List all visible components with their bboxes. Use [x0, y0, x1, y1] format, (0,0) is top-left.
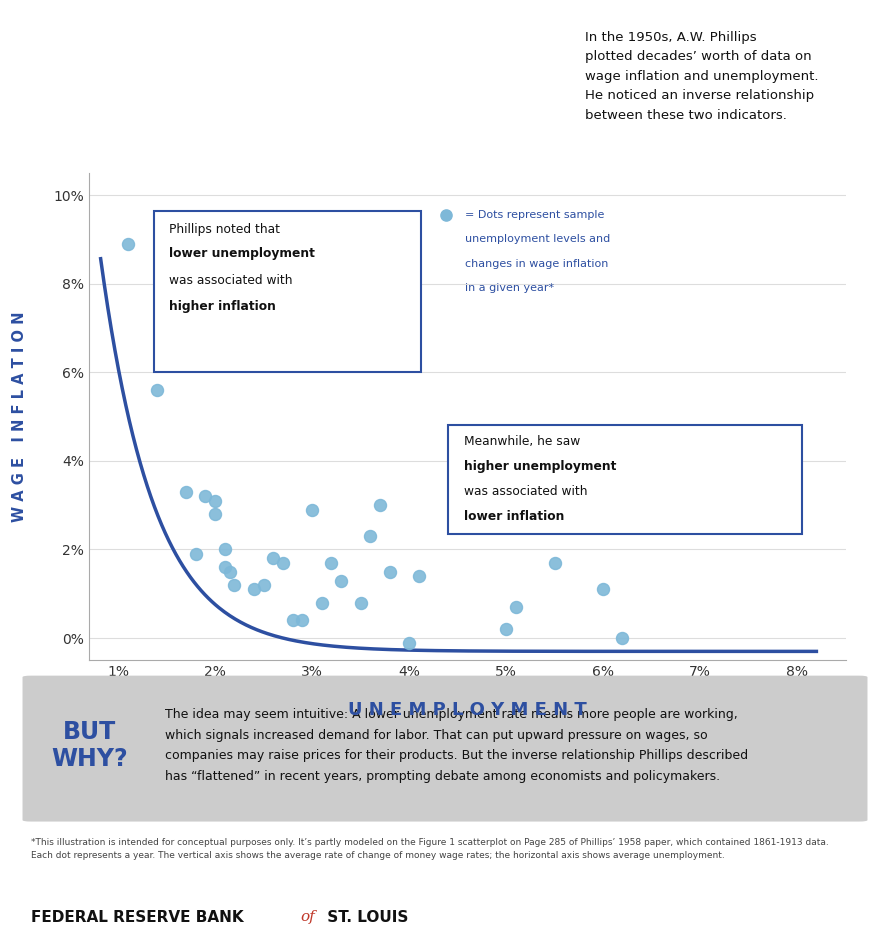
- Point: [508, 599, 522, 615]
- Point: [499, 621, 514, 637]
- Point: [179, 484, 193, 500]
- Text: *This illustration is intended for conceptual purposes only. It’s partly modeled: *This illustration is intended for conce…: [31, 838, 829, 860]
- Point: [596, 581, 611, 597]
- Text: was associated with: was associated with: [169, 274, 293, 287]
- Point: [373, 498, 387, 513]
- FancyBboxPatch shape: [22, 675, 868, 822]
- Point: [353, 595, 368, 610]
- Point: [324, 555, 338, 570]
- Point: [547, 555, 562, 570]
- Text: lower unemployment: lower unemployment: [169, 247, 315, 260]
- Text: higher unemployment: higher unemployment: [465, 460, 617, 473]
- Point: [266, 551, 280, 566]
- Point: [208, 506, 222, 522]
- Text: changes in wage inflation: changes in wage inflation: [465, 258, 609, 269]
- Point: [247, 581, 261, 597]
- Point: [615, 631, 629, 646]
- Point: [295, 613, 310, 628]
- FancyBboxPatch shape: [448, 426, 802, 534]
- Point: [383, 564, 397, 580]
- Point: [256, 578, 271, 593]
- Text: lower inflation: lower inflation: [465, 509, 565, 522]
- Point: [402, 635, 417, 650]
- Point: [315, 595, 329, 610]
- Text: in a given year*: in a given year*: [465, 283, 554, 294]
- Text: unemployment levels and: unemployment levels and: [465, 235, 611, 244]
- Text: UNDERSTANDING: UNDERSTANDING: [28, 48, 258, 71]
- Text: = Dots represent sample: = Dots represent sample: [465, 210, 604, 220]
- Point: [439, 207, 453, 222]
- Point: [208, 493, 222, 508]
- Point: [218, 542, 232, 557]
- Point: [189, 546, 203, 561]
- Text: BUT
WHY?: BUT WHY?: [51, 720, 128, 771]
- Point: [218, 560, 232, 575]
- FancyBboxPatch shape: [154, 211, 421, 372]
- Point: [490, 488, 504, 504]
- Text: FEDERAL RESERVE BANK: FEDERAL RESERVE BANK: [31, 910, 249, 925]
- Point: [334, 573, 348, 588]
- Point: [276, 555, 290, 570]
- Point: [222, 564, 237, 580]
- Text: of: of: [301, 910, 316, 924]
- Text: The idea may seem intuitive: A lower unemployment rate means more people are wor: The idea may seem intuitive: A lower une…: [165, 709, 748, 783]
- Point: [150, 383, 164, 398]
- Text: U N E M P L O Y M E N T: U N E M P L O Y M E N T: [348, 701, 587, 718]
- Text: was associated with: was associated with: [465, 484, 587, 498]
- Point: [305, 502, 320, 517]
- Point: [237, 330, 251, 345]
- Polygon shape: [441, 0, 565, 37]
- Point: [363, 528, 377, 543]
- Text: Phillips noted that: Phillips noted that: [169, 222, 280, 236]
- Point: [412, 568, 426, 583]
- Text: higher inflation: higher inflation: [169, 300, 277, 314]
- Text: THE PHILLIPS CURVE: THE PHILLIPS CURVE: [28, 107, 369, 136]
- Point: [121, 237, 135, 252]
- Text: W A G E   I N F L A T I O N: W A G E I N F L A T I O N: [12, 312, 27, 522]
- Point: [198, 488, 213, 504]
- Text: ST. LOUIS: ST. LOUIS: [322, 910, 409, 925]
- Point: [227, 578, 241, 593]
- Point: [286, 613, 300, 628]
- Text: Meanwhile, he saw: Meanwhile, he saw: [465, 435, 580, 448]
- Text: In the 1950s, A.W. Phillips
plotted decades’ worth of data on
wage inflation and: In the 1950s, A.W. Phillips plotted deca…: [585, 30, 818, 122]
